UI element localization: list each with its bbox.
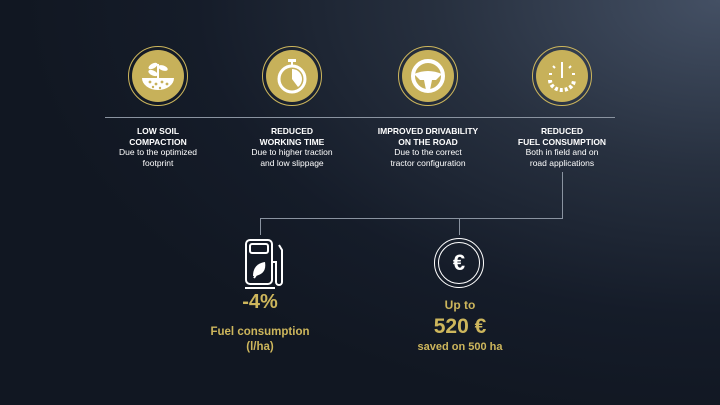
steering-wheel-icon — [402, 50, 454, 102]
fuel-unit: (l/ha) — [246, 341, 274, 353]
feature-desc: Due to the correct — [394, 147, 462, 157]
feature-desc: Due to the optimized — [119, 147, 197, 157]
fuel-pump-leaf-icon — [242, 238, 292, 295]
savings-prefix: Up to — [444, 298, 476, 312]
feature-desc: Both in field and on — [525, 147, 599, 157]
savings-label: saved on 500 ha — [417, 341, 503, 353]
feature-desc: tractor configuration — [390, 157, 466, 168]
feature-title: FUEL CONSUMPTION — [517, 136, 607, 147]
stopwatch-icon — [266, 50, 318, 102]
feature-title: LOW SOIL — [136, 126, 180, 136]
feature-desc: and low slippage — [260, 157, 324, 168]
euro-coin-icon: € — [434, 238, 484, 288]
feature-desc: footprint — [142, 157, 174, 168]
feature-low-soil-compaction: LOW SOIL COMPACTION Due to the optimized fo… — [88, 46, 228, 168]
fuel-value: -4% — [242, 291, 278, 313]
feature-reduced-working-time: REDUCED WORKING TIME Due to higher tractio… — [222, 46, 362, 168]
feature-title: IMPROVED DRIVABILITY — [377, 126, 479, 136]
feature-reduced-fuel-consumption: REDUCED FUEL CONSUMPTION Both in field and… — [492, 46, 632, 168]
feature-title: REDUCED — [270, 126, 314, 136]
feature-title: REDUCED — [540, 126, 584, 136]
feature-desc: road applications — [529, 157, 595, 168]
connector-line — [562, 172, 563, 219]
connector-line — [459, 218, 460, 235]
savings-value: 520 € — [433, 315, 487, 338]
feature-improved-drivability: IMPROVED DRIVABILITY ON THE ROAD Due to th… — [358, 46, 498, 168]
fuel-label: Fuel consumption — [210, 326, 310, 338]
plant-soil-icon — [132, 50, 184, 102]
feature-title: ON THE ROAD — [398, 136, 458, 147]
feature-desc: Due to higher traction — [251, 147, 333, 157]
feature-title: WORKING TIME — [259, 136, 325, 147]
fuel-gauge-gear-icon — [536, 50, 588, 102]
connector-line — [260, 218, 261, 235]
feature-title: COMPACTION — [129, 136, 187, 147]
connector-line — [260, 218, 563, 219]
divider — [105, 117, 615, 118]
